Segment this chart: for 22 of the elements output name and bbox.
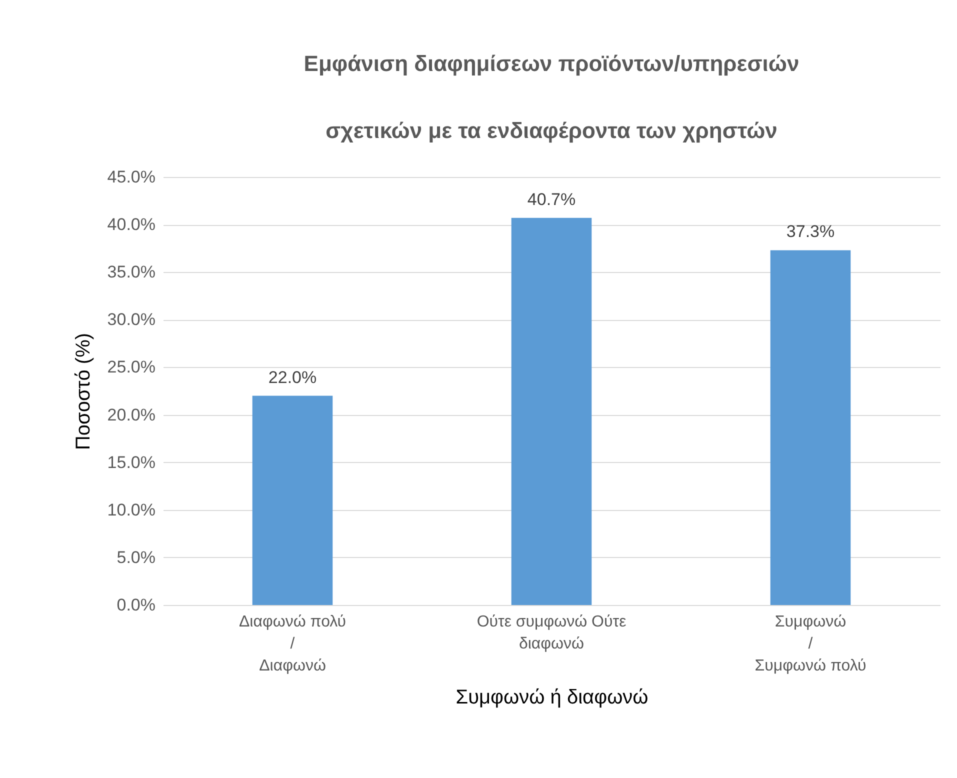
x-tick-label: Διαφωνώ πολύ / Διαφωνώ bbox=[238, 614, 346, 674]
y-tick-label: 45.0% bbox=[107, 168, 156, 186]
y-tick-label: 10.0% bbox=[107, 500, 156, 520]
y-axis-title: Ποσοστό (%) bbox=[72, 332, 94, 450]
data-label: 22.0% bbox=[268, 368, 317, 387]
bar bbox=[770, 250, 851, 605]
y-tick-label: 25.0% bbox=[107, 358, 156, 377]
x-tick-label: Ούτε συμφωνώ Ούτε διαφωνώ bbox=[476, 614, 626, 652]
chart-title: Εμφάνιση διαφημίσεων προϊόντων/υπηρεσιών σχετικών με τα ενδιαφέροντα των χρηστών bbox=[304, 51, 800, 143]
y-tick-label: 15.0% bbox=[107, 452, 156, 472]
bar bbox=[511, 218, 592, 605]
y-tick-label: 0.0% bbox=[116, 596, 156, 614]
x-axis-title: Συμφωνώ ή διαφωνώ bbox=[456, 686, 648, 708]
bar bbox=[252, 396, 333, 605]
y-tick-label: 5.0% bbox=[116, 548, 156, 567]
data-label: 40.7% bbox=[527, 190, 576, 209]
y-tick-label: 30.0% bbox=[107, 310, 156, 330]
y-tick-label: 20.0% bbox=[107, 405, 156, 424]
data-label: 37.3% bbox=[786, 222, 835, 242]
y-tick-label: 35.0% bbox=[107, 262, 156, 282]
y-tick-label: 40.0% bbox=[107, 215, 156, 234]
x-tick-label: Συμφωνώ / Συμφωνώ πολύ bbox=[754, 614, 866, 674]
